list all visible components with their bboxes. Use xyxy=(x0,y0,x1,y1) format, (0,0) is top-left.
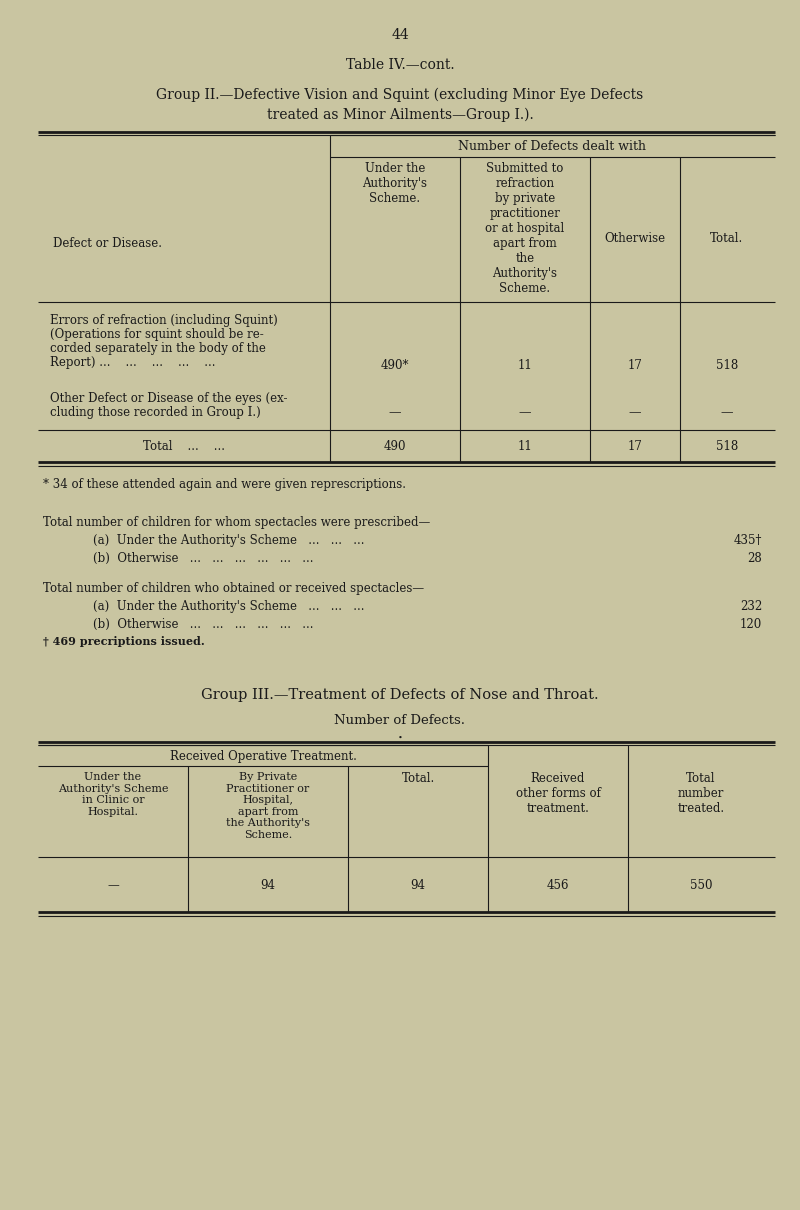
Text: Otherwise: Otherwise xyxy=(605,232,666,244)
Text: •: • xyxy=(398,734,402,742)
Text: (b)  Otherwise   ...   ...   ...   ...   ...   ...: (b) Otherwise ... ... ... ... ... ... xyxy=(93,552,314,565)
Text: Total    ...    ...: Total ... ... xyxy=(143,440,225,453)
Text: Group III.—Treatment of Defects of Nose and Throat.: Group III.—Treatment of Defects of Nose … xyxy=(201,688,599,702)
Text: (Operations for squint should be re-: (Operations for squint should be re- xyxy=(50,328,264,341)
Text: 94: 94 xyxy=(410,878,426,892)
Text: Total
number
treated.: Total number treated. xyxy=(678,772,725,816)
Text: —: — xyxy=(721,407,734,419)
Text: Submitted to
refraction
by private
practitioner
or at hospital
apart from
the
Au: Submitted to refraction by private pract… xyxy=(486,162,565,295)
Text: Received
other forms of
treatment.: Received other forms of treatment. xyxy=(515,772,601,816)
Text: Number of Defects dealt with: Number of Defects dealt with xyxy=(458,140,646,152)
Text: 44: 44 xyxy=(391,28,409,42)
Text: Defect or Disease.: Defect or Disease. xyxy=(53,237,162,250)
Text: * 34 of these attended again and were given represcriptions.: * 34 of these attended again and were gi… xyxy=(43,478,406,491)
Text: treated as Minor Ailments—Group I.).: treated as Minor Ailments—Group I.). xyxy=(266,108,534,122)
Text: 17: 17 xyxy=(627,440,642,453)
Text: (a)  Under the Authority's Scheme   ...   ...   ...: (a) Under the Authority's Scheme ... ...… xyxy=(93,534,365,547)
Text: Table IV.—cont.: Table IV.—cont. xyxy=(346,58,454,73)
Text: —: — xyxy=(518,407,531,419)
Text: cluding those recorded in Group I.): cluding those recorded in Group I.) xyxy=(50,407,261,419)
Text: Total.: Total. xyxy=(402,772,434,785)
Text: 518: 518 xyxy=(716,359,738,371)
Text: 11: 11 xyxy=(518,440,532,453)
Text: Total number of children for whom spectacles were prescribed—: Total number of children for whom specta… xyxy=(43,515,430,529)
Text: † 469 precriptions issued.: † 469 precriptions issued. xyxy=(43,636,205,647)
Text: Report) ...    ...    ...    ...    ...: Report) ... ... ... ... ... xyxy=(50,356,215,369)
Text: —: — xyxy=(389,407,402,419)
Text: By Private
Practitioner or
Hospital,
apart from
the Authority's
Scheme.: By Private Practitioner or Hospital, apa… xyxy=(226,772,310,840)
Text: 435†: 435† xyxy=(734,534,762,547)
Text: Errors of refraction (including Squint): Errors of refraction (including Squint) xyxy=(50,315,278,327)
Text: 232: 232 xyxy=(740,600,762,613)
Text: Total.: Total. xyxy=(710,232,744,244)
Text: Under the
Authority's Scheme
in Clinic or
Hospital.: Under the Authority's Scheme in Clinic o… xyxy=(58,772,168,817)
Text: 17: 17 xyxy=(627,359,642,371)
Text: Other Defect or Disease of the eyes (ex-: Other Defect or Disease of the eyes (ex- xyxy=(50,392,287,405)
Text: 11: 11 xyxy=(518,359,532,371)
Text: 28: 28 xyxy=(747,552,762,565)
Text: Group II.—Defective Vision and Squint (excluding Minor Eye Defects: Group II.—Defective Vision and Squint (e… xyxy=(156,88,644,103)
Text: —: — xyxy=(107,878,119,892)
Text: corded separately in the body of the: corded separately in the body of the xyxy=(50,342,266,355)
Text: Number of Defects.: Number of Defects. xyxy=(334,714,466,727)
Text: 490*: 490* xyxy=(381,359,410,371)
Text: Total number of children who obtained or received spectacles—: Total number of children who obtained or… xyxy=(43,582,424,595)
Text: 518: 518 xyxy=(716,440,738,453)
Text: 490: 490 xyxy=(384,440,406,453)
Text: 550: 550 xyxy=(690,878,712,892)
Text: 120: 120 xyxy=(740,618,762,630)
Text: —: — xyxy=(629,407,642,419)
Text: Received Operative Treatment.: Received Operative Treatment. xyxy=(170,750,357,764)
Text: 94: 94 xyxy=(261,878,275,892)
Text: (a)  Under the Authority's Scheme   ...   ...   ...: (a) Under the Authority's Scheme ... ...… xyxy=(93,600,365,613)
Text: (b)  Otherwise   ...   ...   ...   ...   ...   ...: (b) Otherwise ... ... ... ... ... ... xyxy=(93,618,314,630)
Text: Under the
Authority's
Scheme.: Under the Authority's Scheme. xyxy=(362,162,427,204)
Text: 456: 456 xyxy=(546,878,570,892)
